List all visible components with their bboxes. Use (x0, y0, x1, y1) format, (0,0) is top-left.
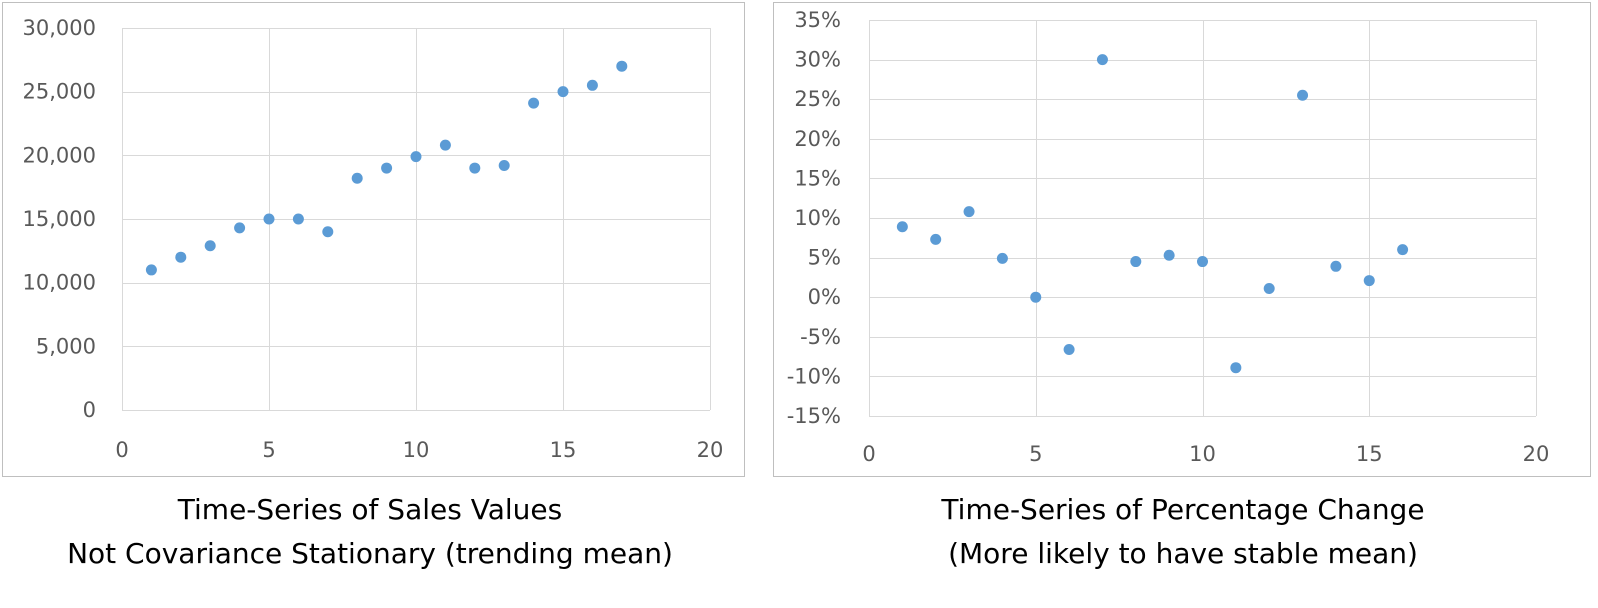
pct-data-point (963, 206, 975, 218)
sales-data-point (586, 79, 598, 91)
pct-data-point (1063, 343, 1075, 355)
pct-y-tick-label: 5% (808, 246, 841, 270)
pct-data-point (1096, 54, 1108, 66)
pct-data-point (1197, 256, 1208, 268)
sales-x-tick-label: 5 (262, 438, 275, 462)
sales-values-caption: Time-Series of Sales Values Not Covarian… (0, 488, 740, 576)
pct-x-tick-label: 5 (1029, 442, 1042, 466)
sales-y-tick-label: 20,000 (23, 143, 96, 167)
sales-y-tick-label: 0 (83, 398, 96, 422)
sales-data-point (351, 172, 363, 184)
pct-data-point (1297, 89, 1309, 101)
sales-data-point (204, 240, 216, 252)
sales-values-caption-line1: Time-Series of Sales Values (177, 493, 563, 526)
sales-y-tick-label: 15,000 (23, 207, 96, 231)
pct-data-point (1230, 362, 1242, 374)
sales-y-tick-label: 10,000 (23, 271, 96, 295)
sales-data-point (322, 226, 334, 238)
sales-values-chart: 0 5,000 10,000 15,000 20,000 25,000 30,000 0 5 10… (2, 2, 745, 477)
pct-data-point (896, 221, 908, 233)
pct-data-point (1030, 291, 1042, 303)
sales-data-point (263, 213, 275, 225)
pct-data-point (996, 252, 1008, 264)
sales-data-point (616, 60, 628, 72)
pct-y-tick-label: 15% (794, 166, 841, 190)
sales-data-point (557, 86, 569, 98)
pct-data-point (1263, 282, 1275, 294)
pct-y-tick-label: -15% (787, 404, 841, 428)
pct-data-point (1330, 260, 1342, 272)
pct-data-point (930, 233, 942, 245)
sales-data-point (175, 251, 187, 263)
pct-chart-frame (773, 2, 1591, 477)
percentage-change-caption-line1: Time-Series of Percentage Change (941, 493, 1425, 526)
pct-y-tick-label: 35% (794, 8, 841, 32)
sales-data-point (145, 264, 157, 276)
sales-x-tick-label: 10 (403, 438, 430, 462)
sales-data-point (292, 213, 304, 225)
sales-x-tick-label: 0 (115, 438, 128, 462)
sales-data-point (234, 222, 246, 234)
pct-y-tick-label: 0% (808, 285, 841, 309)
pct-y-tick-label: -10% (787, 364, 841, 388)
sales-x-tick-label: 15 (550, 438, 577, 462)
percentage-change-chart: -15% -10% -5% 0% 5% 10% 15% 20% 25% 30% 35% 0 5 10 15 2… (773, 2, 1591, 477)
sales-data-point (439, 139, 451, 151)
pct-x-tick-label: 15 (1356, 442, 1383, 466)
pct-y-tick-label: 20% (794, 127, 841, 151)
sales-data-point (381, 162, 393, 174)
percentage-change-caption: Time-Series of Percentage Change (More l… (768, 488, 1598, 576)
pct-y-tick-label: 30% (794, 48, 841, 72)
pct-data-point (1130, 256, 1142, 268)
pct-x-tick-label: 10 (1189, 442, 1216, 466)
percentage-change-caption-line2: (More likely to have stable mean) (948, 537, 1418, 570)
sales-x-tick-label: 20 (697, 438, 724, 462)
sales-data-point (469, 162, 481, 174)
sales-data-point (498, 160, 510, 172)
pct-y-tick-label: 25% (794, 87, 841, 111)
sales-y-tick-label: 30,000 (23, 16, 96, 40)
sales-data-point (410, 151, 422, 163)
pct-y-tick-label: 10% (794, 206, 841, 230)
sales-y-tick-label: 5,000 (36, 334, 96, 358)
sales-y-tick-label: 25,000 (23, 80, 96, 104)
pct-data-point (1163, 249, 1175, 261)
pct-x-tick-label: 20 (1523, 442, 1550, 466)
pct-data-point (1363, 275, 1375, 287)
pct-data-point (1397, 244, 1409, 256)
sales-data-point (528, 97, 540, 109)
pct-x-tick-label: 0 (862, 442, 875, 466)
sales-values-caption-line2: Not Covariance Stationary (trending mean… (67, 537, 673, 570)
sales-chart-frame (2, 2, 745, 477)
pct-y-tick-label: -5% (800, 325, 841, 349)
